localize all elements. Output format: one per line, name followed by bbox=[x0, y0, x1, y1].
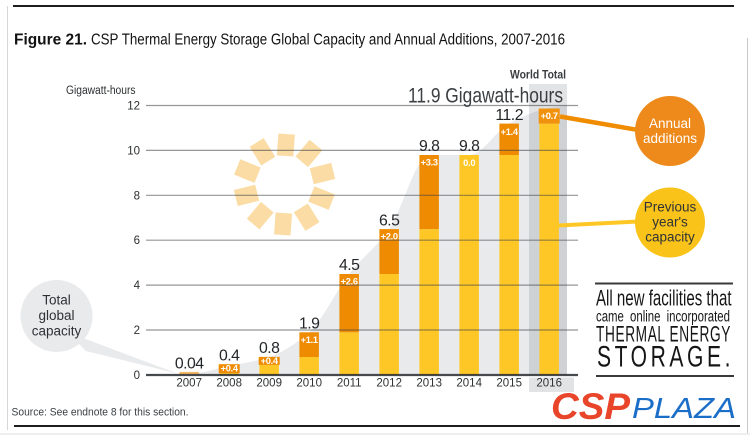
svg-text:year's: year's bbox=[652, 215, 688, 230]
svg-text:6.5: 6.5 bbox=[379, 212, 400, 229]
svg-text:Annual: Annual bbox=[649, 116, 691, 131]
svg-text:2: 2 bbox=[134, 325, 140, 337]
svg-text:PLAZA: PLAZA bbox=[632, 393, 736, 425]
svg-text:THERMAL ENERGY: THERMAL ENERGY bbox=[596, 322, 731, 347]
svg-text:2009: 2009 bbox=[256, 378, 282, 390]
svg-text:+1.1: +1.1 bbox=[301, 335, 318, 345]
svg-text:2016: 2016 bbox=[536, 378, 562, 390]
svg-text:0.8: 0.8 bbox=[259, 340, 280, 357]
svg-text:4: 4 bbox=[134, 280, 141, 292]
svg-text:+0.4: +0.4 bbox=[261, 356, 279, 366]
svg-text:2011: 2011 bbox=[337, 378, 362, 390]
svg-text:9.8: 9.8 bbox=[459, 138, 480, 155]
svg-text:12: 12 bbox=[127, 101, 140, 113]
svg-text:+0.7: +0.7 bbox=[541, 111, 558, 121]
svg-text:+2.0: +2.0 bbox=[381, 232, 398, 242]
svg-text:0.04: 0.04 bbox=[175, 355, 204, 372]
svg-text:Figure 21.: Figure 21. bbox=[14, 32, 87, 49]
svg-text:All new facilities that: All new facilities that bbox=[596, 286, 732, 311]
svg-text:capacity: capacity bbox=[645, 230, 695, 245]
svg-text:2007: 2007 bbox=[176, 378, 202, 390]
svg-text:+3.3: +3.3 bbox=[421, 158, 438, 168]
svg-text:came online incorporated: came online incorporated bbox=[596, 309, 730, 326]
svg-text:2012: 2012 bbox=[376, 378, 402, 390]
svg-text:CSP Thermal Energy Storage Glo: CSP Thermal Energy Storage Global Capaci… bbox=[91, 32, 565, 49]
svg-text:global: global bbox=[38, 308, 74, 323]
svg-text:STORAGE.: STORAGE. bbox=[597, 341, 734, 374]
svg-text:0.4: 0.4 bbox=[219, 348, 240, 365]
svg-text:capacity: capacity bbox=[32, 324, 82, 339]
svg-text:+2.6: +2.6 bbox=[341, 277, 358, 287]
svg-text:additions: additions bbox=[643, 131, 697, 146]
svg-text:8: 8 bbox=[134, 190, 140, 202]
svg-text:World Total: World Total bbox=[510, 70, 566, 82]
svg-text:11.9 Gigawatt-hours: 11.9 Gigawatt-hours bbox=[408, 84, 563, 108]
svg-text:11.2: 11.2 bbox=[495, 107, 523, 124]
svg-text:Total: Total bbox=[42, 293, 71, 308]
svg-text:CSP: CSP bbox=[551, 386, 630, 427]
svg-text:Gigawatt-hours: Gigawatt-hours bbox=[66, 85, 136, 97]
svg-text:2010: 2010 bbox=[296, 378, 322, 390]
svg-text:9.8: 9.8 bbox=[419, 138, 440, 155]
svg-text:2014: 2014 bbox=[456, 378, 482, 390]
svg-text:2015: 2015 bbox=[496, 378, 522, 390]
svg-text:0.0: 0.0 bbox=[463, 158, 475, 168]
svg-text:+1.4: +1.4 bbox=[501, 127, 519, 137]
svg-text:4.5: 4.5 bbox=[339, 257, 360, 274]
svg-text:2013: 2013 bbox=[416, 378, 442, 390]
svg-text:Source: See endnote 8 for this: Source: See endnote 8 for this section. bbox=[12, 407, 189, 419]
svg-text:2008: 2008 bbox=[216, 378, 242, 390]
svg-text:6: 6 bbox=[134, 235, 140, 247]
svg-text:1.9: 1.9 bbox=[299, 316, 320, 333]
svg-text:Previous: Previous bbox=[644, 200, 697, 215]
svg-text:10: 10 bbox=[127, 145, 140, 157]
svg-text:0: 0 bbox=[134, 370, 140, 382]
svg-text:+0.4: +0.4 bbox=[221, 364, 239, 374]
